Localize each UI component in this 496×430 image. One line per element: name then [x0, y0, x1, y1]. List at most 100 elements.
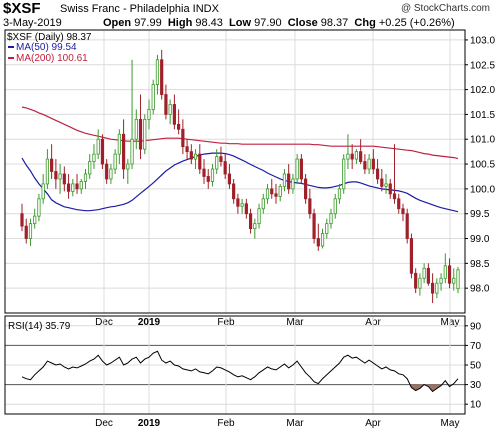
chart-symbol: $XSF: [3, 0, 41, 17]
candle-body: [227, 173, 232, 185]
candle: [350, 144, 354, 170]
high-value: 98.43: [195, 17, 223, 29]
candle: [371, 149, 375, 174]
candle-body: [422, 267, 426, 279]
candle: [418, 273, 422, 296]
change-label: Chg: [354, 17, 376, 29]
legend-ma50: MA(50) 99.54: [16, 42, 77, 53]
candle-body: [363, 161, 367, 170]
candle: [105, 159, 109, 184]
candle: [37, 193, 41, 222]
candle: [320, 228, 325, 249]
candle: [134, 109, 138, 150]
candle: [138, 94, 143, 160]
candle-body: [392, 193, 397, 200]
candle: [265, 183, 270, 204]
candle-body: [24, 225, 28, 239]
candle: [117, 129, 121, 165]
candle: [113, 149, 117, 174]
candle: [287, 164, 291, 194]
candle-body: [185, 146, 189, 153]
candle-body: [92, 153, 96, 162]
open-label: Open: [103, 17, 132, 29]
ma50-series: [21, 152, 459, 213]
candle-body: [337, 188, 342, 200]
candle: [253, 218, 257, 239]
candle: [359, 139, 363, 165]
instrument-name: Swiss Franc - Philadelphia INDX: [60, 3, 219, 15]
candle-body: [354, 151, 359, 160]
candle: [92, 144, 96, 170]
candle: [143, 114, 147, 155]
candle: [236, 193, 240, 214]
rsi-x-tick-label: 2019: [138, 418, 161, 429]
candle: [248, 208, 253, 234]
candle-body: [240, 203, 244, 207]
candle: [363, 154, 367, 174]
candle-body: [333, 198, 337, 215]
candle: [189, 144, 193, 165]
candle: [422, 263, 426, 284]
low-label: Low: [229, 17, 252, 29]
candle-body: [155, 59, 160, 86]
ma200-line: [21, 106, 459, 160]
candle-body: [113, 153, 117, 170]
candle: [409, 233, 414, 279]
candle-body: [270, 188, 274, 195]
candle: [41, 173, 45, 204]
candle: [83, 169, 88, 189]
candle-body: [295, 158, 299, 180]
candle-body: [223, 161, 227, 175]
candle-body: [312, 213, 316, 239]
candle-body: [282, 173, 287, 187]
rsi-y-tick-label: 10: [470, 400, 482, 411]
candle-body: [134, 118, 138, 140]
candle: [33, 208, 37, 229]
candle: [45, 149, 49, 189]
candle-body: [257, 208, 261, 225]
candle: [380, 169, 384, 192]
price-y-tick-label: 102.0: [470, 85, 495, 96]
candle: [100, 134, 105, 170]
candle: [397, 193, 401, 214]
candle: [414, 268, 418, 294]
candle-body: [414, 272, 418, 289]
candle: [308, 188, 312, 219]
rsi-y-tick-label: 50: [470, 361, 482, 372]
candle: [168, 99, 172, 125]
close-label: Close: [287, 17, 318, 29]
candle-body: [130, 138, 134, 165]
price-y-tick-label: 98.5: [470, 259, 490, 270]
price-y-tick-label: 99.5: [470, 209, 490, 220]
candle-body: [202, 168, 206, 177]
candle-body: [287, 173, 291, 190]
candle: [151, 79, 155, 115]
rsi-y-tick-label: 30: [470, 380, 482, 391]
candle-body: [37, 198, 41, 217]
candle-body: [215, 156, 219, 170]
candle-body: [431, 282, 435, 294]
quote-summary: Open 97.99 High 98.43 Low 97.90 Close 98…: [103, 17, 455, 29]
candle-body: [117, 133, 121, 155]
candle-body: [20, 213, 24, 227]
rsi-x-tick-label: Mar: [286, 418, 304, 429]
candle-body: [405, 213, 409, 239]
candle-body: [346, 153, 350, 160]
candle-body: [28, 223, 33, 239]
candle: [304, 173, 308, 204]
candle-body: [121, 133, 126, 170]
candle-body: [54, 171, 58, 180]
candle-body: [75, 183, 79, 190]
candle: [333, 193, 337, 219]
candle-body: [380, 178, 384, 187]
price-y-tick-label: 99.0: [470, 234, 490, 245]
rsi-grid: [5, 316, 465, 414]
candle-body: [452, 277, 456, 284]
candle: [20, 203, 24, 232]
candle: [177, 109, 181, 135]
ma200-series: [21, 106, 459, 160]
candle: [88, 154, 92, 179]
candle: [257, 203, 261, 229]
candle: [274, 183, 278, 204]
